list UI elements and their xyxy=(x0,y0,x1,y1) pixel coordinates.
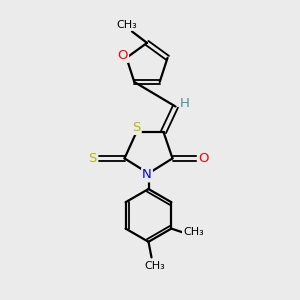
Text: S: S xyxy=(132,121,141,134)
Text: N: N xyxy=(142,168,152,182)
Text: O: O xyxy=(198,152,208,165)
Text: S: S xyxy=(88,152,97,165)
Text: CH₃: CH₃ xyxy=(116,20,137,30)
Text: CH₃: CH₃ xyxy=(144,261,165,271)
Text: O: O xyxy=(118,49,128,62)
Text: CH₃: CH₃ xyxy=(183,226,204,237)
Text: H: H xyxy=(180,97,190,110)
